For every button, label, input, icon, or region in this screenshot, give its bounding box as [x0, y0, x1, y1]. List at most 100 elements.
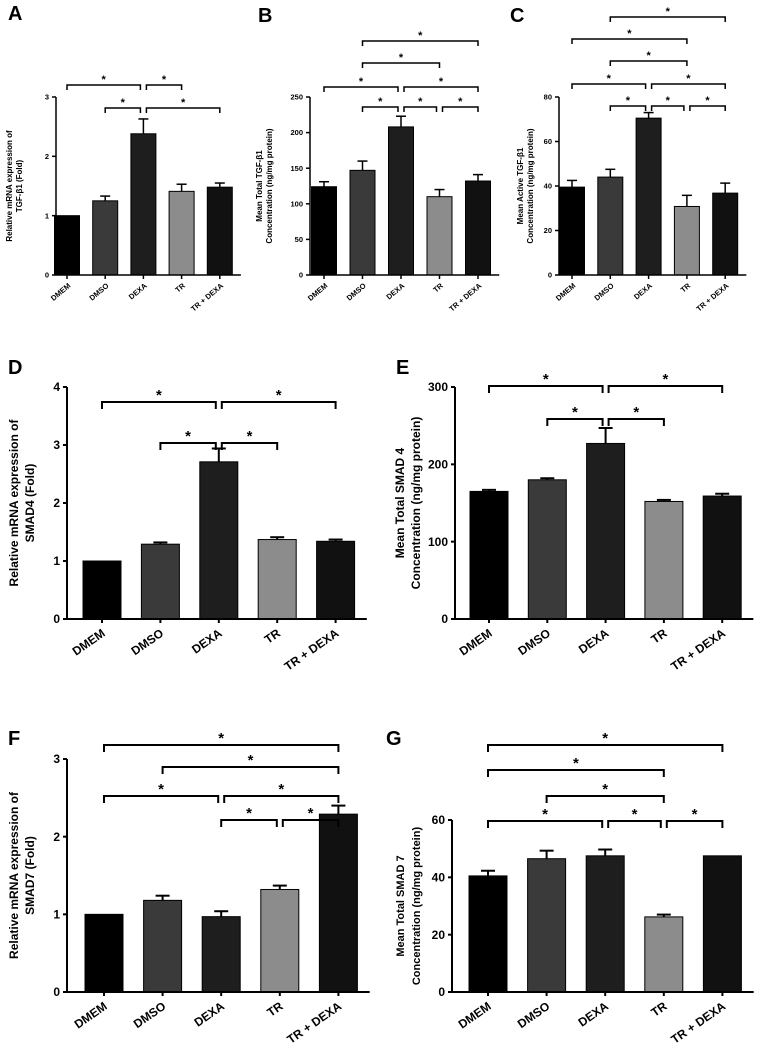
- bar-b-tr-dexa: [465, 180, 491, 276]
- significance-bracket-e-3: [607, 418, 665, 426]
- y-tick-label-e-2: 200: [428, 458, 448, 472]
- significance-star-d-0: *: [156, 387, 162, 404]
- significance-bracket-c-0: [609, 16, 726, 22]
- y-axis-label-f-0: Relative mRNA expression of: [7, 791, 21, 959]
- significance-star-c-0: *: [666, 6, 671, 18]
- significance-star-c-7: *: [705, 95, 710, 107]
- x-tick-label-g-3: TR: [648, 999, 669, 1020]
- bar-c-dmem: [559, 186, 585, 276]
- significance-star-g-4: *: [632, 806, 638, 823]
- bar-a-dexa: [130, 133, 157, 276]
- x-tick-label-e-1: DMSO: [516, 626, 554, 658]
- x-tick-label-d-4: TR + DEXA: [282, 626, 342, 674]
- y-tick-label-a-2: 2: [45, 152, 49, 161]
- significance-bracket-c-7: [689, 105, 726, 111]
- significance-bracket-e-1: [607, 385, 724, 393]
- significance-star-c-4: *: [686, 73, 691, 85]
- significance-bracket-b-3: [403, 86, 479, 92]
- y-axis-label-d-0: Relative mRNA expression of: [7, 419, 21, 587]
- significance-bracket-b-6: [441, 106, 479, 112]
- y-tick-label-a-1: 1: [45, 211, 49, 220]
- x-tick-label-g-1: DMSO: [515, 999, 553, 1031]
- bar-g-dexa: [585, 855, 625, 993]
- significance-bracket-c-2: [609, 60, 688, 66]
- significance-bracket-g-0: [487, 744, 724, 752]
- significance-star-f-3: *: [278, 781, 284, 798]
- significance-star-e-2: *: [572, 404, 578, 421]
- significance-star-c-1: *: [627, 28, 632, 40]
- bar-b-dexa: [388, 126, 414, 276]
- bar-g-dmso: [527, 858, 567, 993]
- panel-letter-c: C: [510, 5, 524, 27]
- y-axis-label-e-1: Concentration (ng/mg protein): [409, 417, 423, 590]
- bar-f-dmso: [143, 899, 183, 993]
- significance-bracket-d-3: [220, 442, 279, 450]
- significance-star-a-1: *: [181, 97, 186, 109]
- panel-letter-b: B: [258, 5, 272, 27]
- bar-e-dexa: [586, 442, 626, 620]
- significance-bracket-d-1: [220, 401, 337, 409]
- x-tick-label-g-0: DMEM: [456, 999, 494, 1032]
- y-tick-label-c-0: 0: [548, 271, 552, 280]
- bar-c-dmso: [597, 176, 624, 276]
- significance-bracket-a-3: [145, 84, 183, 90]
- x-tick-label-b-0: DMEM: [306, 281, 329, 303]
- x-tick-label-f-4: TR + DEXA: [284, 999, 344, 1047]
- panel-letter-g: G: [386, 728, 402, 750]
- significance-star-d-3: *: [247, 428, 253, 445]
- x-tick-label-c-2: DEXA: [632, 281, 654, 302]
- panel-c: C 0 20 40 60 80 DMEM DMSO DEXA TR TR + DEXA Mean Ac…: [510, 5, 747, 314]
- y-tick-label-f-3: 3: [53, 752, 60, 766]
- x-tick-label-e-3: TR: [648, 626, 669, 647]
- x-tick-label-c-1: DMSO: [593, 281, 616, 302]
- significance-star-b-6: *: [458, 96, 463, 108]
- significance-bracket-g-5: [665, 820, 724, 828]
- y-tick-label-e-1: 100: [428, 535, 448, 549]
- bar-e-dmso: [527, 479, 567, 620]
- significance-bracket-c-1: [571, 38, 688, 44]
- x-tick-label-b-3: TR: [431, 281, 445, 295]
- bar-e-tr: [644, 500, 684, 620]
- bar-d-tr: [257, 539, 297, 620]
- x-tick-label-g-4: TR + DEXA: [668, 999, 728, 1047]
- y-tick-label-c-3: 60: [544, 137, 552, 146]
- x-tick-label-c-4: TR + DEXA: [695, 281, 731, 314]
- significance-bracket-b-5: [403, 106, 438, 112]
- y-tick-label-c-2: 40: [544, 182, 552, 191]
- significance-bracket-f-1: [161, 766, 340, 774]
- x-tick-label-g-2: DEXA: [576, 999, 612, 1030]
- y-axis-label-g-0: Mean Total SMAD 7: [395, 855, 407, 956]
- y-tick-label-d-2: 2: [53, 496, 60, 510]
- y-tick-label-b-4: 200: [290, 128, 303, 137]
- significance-bracket-g-2: [545, 795, 665, 803]
- bar-d-tr-dexa: [316, 540, 356, 620]
- significance-star-b-3: *: [439, 76, 444, 88]
- x-tick-label-b-4: TR + DEXA: [447, 281, 483, 314]
- significance-star-g-0: *: [602, 730, 608, 747]
- y-axis-label-d-1: SMAD4 (Fold): [23, 464, 37, 543]
- y-tick-label-c-4: 80: [544, 93, 552, 102]
- bar-a-tr-dexa: [206, 186, 233, 276]
- y-tick-label-c-1: 20: [544, 226, 552, 235]
- bar-b-dmso: [349, 169, 376, 276]
- significance-bracket-e-0: [488, 385, 604, 393]
- x-tick-label-a-3: TR: [173, 281, 187, 295]
- significance-bracket-f-3: [223, 795, 340, 803]
- bar-g-dmem: [468, 875, 508, 993]
- x-tick-label-a-0: DMEM: [49, 281, 72, 303]
- y-tick-label-d-4: 4: [53, 380, 60, 394]
- y-tick-label-b-3: 150: [290, 164, 303, 173]
- significance-bracket-g-1: [487, 769, 665, 777]
- x-tick-label-a-4: TR + DEXA: [189, 281, 225, 314]
- y-axis-label-e-0: Mean Total SMAD 4: [393, 447, 407, 558]
- significance-star-c-2: *: [646, 50, 651, 62]
- x-tick-label-e-4: TR + DEXA: [668, 626, 728, 674]
- significance-bracket-b-0: [361, 40, 479, 46]
- significance-bracket-a-2: [104, 107, 142, 113]
- significance-star-e-0: *: [543, 371, 549, 388]
- bar-c-tr-dexa: [712, 192, 739, 276]
- significance-star-a-0: *: [102, 74, 107, 86]
- significance-bracket-f-0: [103, 744, 340, 752]
